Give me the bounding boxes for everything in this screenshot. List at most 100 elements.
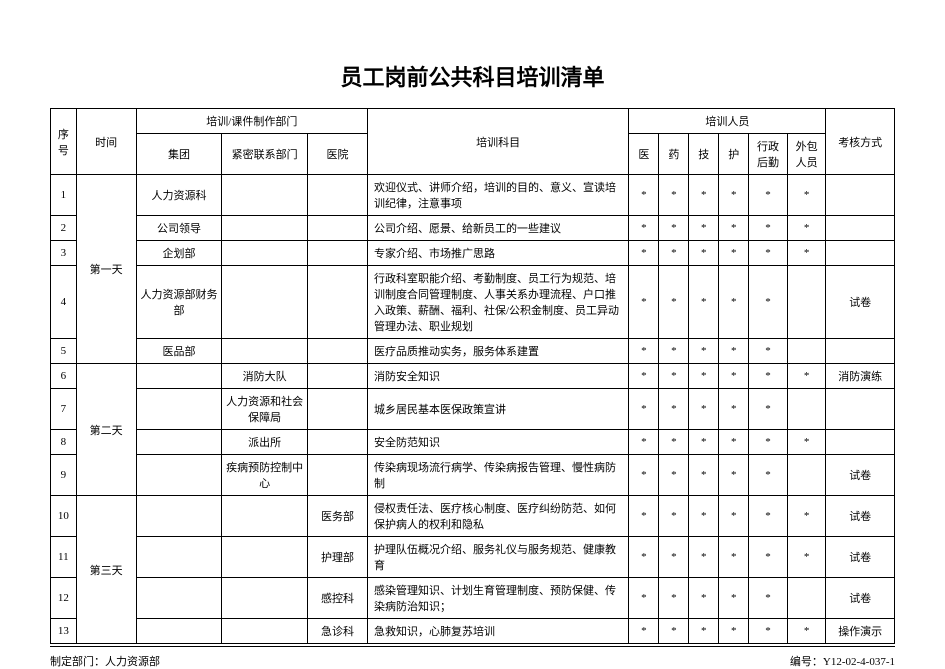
cell-group [136,430,222,455]
cell-liaison: 疾病预防控制中心 [222,455,308,496]
table-row: 2 公司领导 公司介绍、愿景、给新员工的一些建议 * * * * * * [51,216,895,241]
cell-subject: 欢迎仪式、讲师介绍，培训的目的、意义、宣读培训纪律，注意事项 [368,175,629,216]
cell-p3: * [689,241,719,266]
cell-hospital [308,339,368,364]
cell-seq: 3 [51,241,77,266]
cell-liaison: 消防大队 [222,364,308,389]
cell-p2: * [659,389,689,430]
cell-p3: * [689,455,719,496]
cell-subject: 急救知识，心肺复苏培训 [368,619,629,644]
cell-p6: * [787,537,826,578]
cell-assess [826,389,895,430]
table-row: 12 感控科 感染管理知识、计划生育管理制度、预防保健、传染病防治知识； * *… [51,578,895,619]
cell-p3: * [689,339,719,364]
cell-p4: * [719,537,749,578]
cell-p5: * [749,537,788,578]
cell-hospital [308,430,368,455]
header-time: 时间 [76,109,136,175]
cell-seq: 1 [51,175,77,216]
cell-liaison [222,216,308,241]
cell-liaison: 派出所 [222,430,308,455]
table-row: 11 护理部 护理队伍概况介绍、服务礼仪与服务规范、健康教育 * * * * *… [51,537,895,578]
header-hospital: 医院 [308,134,368,175]
cell-p3: * [689,364,719,389]
cell-p5: * [749,430,788,455]
cell-p2: * [659,266,689,339]
cell-seq: 9 [51,455,77,496]
cell-assess [826,241,895,266]
cell-p6: * [787,430,826,455]
cell-group [136,364,222,389]
cell-hospital [308,389,368,430]
training-table: 序号 时间 培训/课件制作部门 培训科目 培训人员 考核方式 集团 紧密联系部门… [50,108,895,644]
cell-liaison [222,619,308,644]
cell-p6: * [787,619,826,644]
cell-p2: * [659,578,689,619]
cell-subject: 城乡居民基本医保政策宣讲 [368,389,629,430]
cell-p1: * [629,389,659,430]
cell-p2: * [659,496,689,537]
cell-group [136,455,222,496]
cell-p2: * [659,455,689,496]
cell-group: 人力资源科 [136,175,222,216]
cell-p3: * [689,619,719,644]
header-p6: 外包人员 [787,134,826,175]
cell-p3: * [689,496,719,537]
cell-p6 [787,389,826,430]
cell-p6 [787,266,826,339]
cell-day2: 第二天 [76,364,136,496]
cell-liaison: 人力资源和社会保障局 [222,389,308,430]
cell-hospital [308,175,368,216]
cell-assess: 试卷 [826,455,895,496]
cell-p2: * [659,537,689,578]
cell-assess: 试卷 [826,496,895,537]
cell-p6 [787,578,826,619]
header-group: 集团 [136,134,222,175]
cell-seq: 12 [51,578,77,619]
table-row: 9 疾病预防控制中心 传染病现场流行病学、传染病报告管理、慢性病防制 * * *… [51,455,895,496]
cell-p2: * [659,364,689,389]
cell-p2: * [659,241,689,266]
cell-p1: * [629,175,659,216]
cell-p6 [787,455,826,496]
cell-assess: 消防演练 [826,364,895,389]
footer-divider [50,646,895,647]
footer-right: 编号：Y12-02-4-037-1 [790,653,895,669]
cell-subject: 医疗品质推动实务，服务体系建置 [368,339,629,364]
cell-p5: * [749,455,788,496]
cell-assess [826,216,895,241]
header-liaison: 紧密联系部门 [222,134,308,175]
cell-p3: * [689,389,719,430]
table-row: 7 人力资源和社会保障局 城乡居民基本医保政策宣讲 * * * * * [51,389,895,430]
cell-liaison [222,537,308,578]
cell-assess [826,175,895,216]
cell-liaison [222,496,308,537]
page-footer: 制定部门：人力资源部 编号：Y12-02-4-037-1 [50,653,895,669]
cell-p1: * [629,241,659,266]
cell-p4: * [719,241,749,266]
header-p1: 医 [629,134,659,175]
cell-p6: * [787,496,826,537]
table-row: 10 第三天 医务部 侵权责任法、医疗核心制度、医疗纠纷防范、如何保护病人的权利… [51,496,895,537]
cell-p4: * [719,578,749,619]
table-row: 1 第一天 人力资源科 欢迎仪式、讲师介绍，培训的目的、意义、宣读培训纪律，注意… [51,175,895,216]
cell-p5: * [749,339,788,364]
cell-p5: * [749,266,788,339]
cell-p2: * [659,216,689,241]
cell-subject: 感染管理知识、计划生育管理制度、预防保健、传染病防治知识； [368,578,629,619]
cell-hospital: 护理部 [308,537,368,578]
cell-hospital: 医务部 [308,496,368,537]
cell-p2: * [659,339,689,364]
header-p5: 行政后勤 [749,134,788,175]
cell-p3: * [689,430,719,455]
cell-group [136,389,222,430]
cell-seq: 8 [51,430,77,455]
cell-group [136,578,222,619]
cell-seq: 2 [51,216,77,241]
header-p2: 药 [659,134,689,175]
cell-p5: * [749,241,788,266]
cell-p6: * [787,364,826,389]
cell-hospital [308,241,368,266]
cell-seq: 7 [51,389,77,430]
cell-p6: * [787,175,826,216]
